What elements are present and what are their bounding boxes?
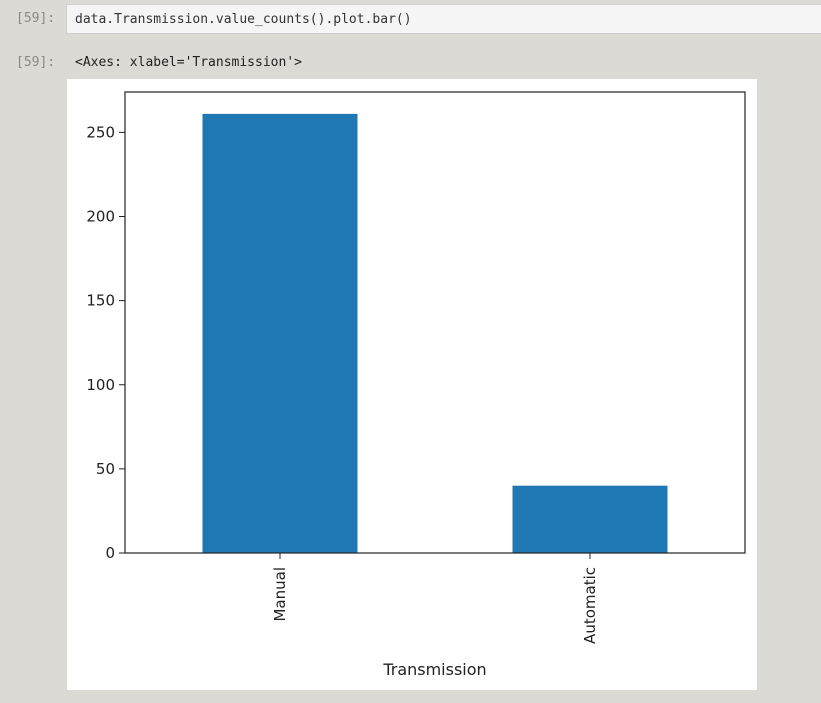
output-text: <Axes: xlabel='Transmission'> bbox=[75, 55, 302, 70]
chart-figure: 0 50 100 150 200 250 Manual Automatic Transmissi… bbox=[67, 79, 757, 690]
code-text[interactable]: data.Transmission.value_counts().plot.ba… bbox=[75, 12, 412, 27]
input-prompt: [59]: bbox=[16, 11, 56, 26]
y-tick-label: 250 bbox=[86, 123, 115, 141]
y-tick-label: 150 bbox=[86, 292, 115, 310]
x-axis-label: Transmission bbox=[382, 660, 486, 679]
code-editor[interactable]: data.Transmission.value_counts().plot.ba… bbox=[66, 4, 821, 34]
x-tick-label-manual: Manual bbox=[271, 567, 289, 622]
input-cell: [59]: data.Transmission.value_counts().p… bbox=[0, 0, 821, 40]
output-prompt: [59]: bbox=[16, 55, 56, 70]
bar-automatic bbox=[512, 485, 668, 553]
y-tick-label: 200 bbox=[86, 208, 115, 226]
bar-chart: 0 50 100 150 200 250 Manual Automatic Transmissi… bbox=[86, 91, 746, 679]
y-tick-label: 0 bbox=[105, 544, 115, 562]
x-tick-label-automatic: Automatic bbox=[581, 567, 599, 644]
y-tick-label: 100 bbox=[86, 376, 115, 394]
bar-manual bbox=[202, 113, 358, 554]
y-tick-label: 50 bbox=[96, 460, 115, 478]
plot-frame bbox=[124, 91, 746, 554]
